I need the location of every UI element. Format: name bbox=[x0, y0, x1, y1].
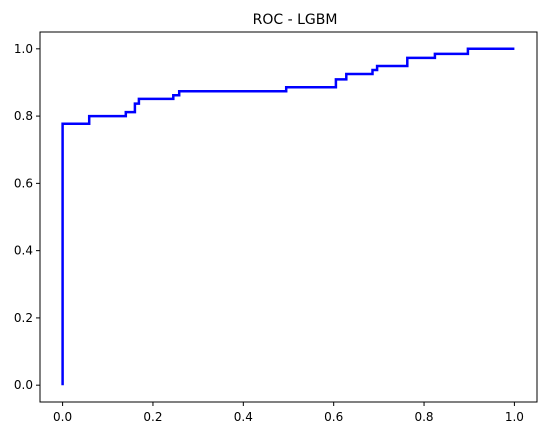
y-tick-label: 1.0 bbox=[14, 42, 33, 56]
x-tick-label: 0.0 bbox=[53, 410, 72, 424]
y-axis: 0.0 0.2 0.4 0.6 0.8 1.0 bbox=[14, 42, 40, 392]
x-tick-label: 0.8 bbox=[414, 410, 433, 424]
x-tick-label: 0.2 bbox=[143, 410, 162, 424]
y-tick-label: 0.4 bbox=[14, 244, 33, 258]
x-axis: 0.0 0.2 0.4 0.6 0.8 1.0 bbox=[53, 402, 524, 424]
y-tick-label: 0.2 bbox=[14, 311, 33, 325]
y-tick-label: 0.0 bbox=[14, 378, 33, 392]
roc-curve bbox=[61, 47, 515, 386]
x-tick-label: 0.6 bbox=[324, 410, 343, 424]
y-tick-label: 0.8 bbox=[14, 109, 33, 123]
y-tick-label: 0.6 bbox=[14, 176, 33, 190]
x-tick-label: 1.0 bbox=[505, 410, 524, 424]
chart-title: ROC - LGBM bbox=[253, 12, 338, 28]
x-tick-label: 0.4 bbox=[234, 410, 253, 424]
plot-frame bbox=[39, 31, 538, 403]
